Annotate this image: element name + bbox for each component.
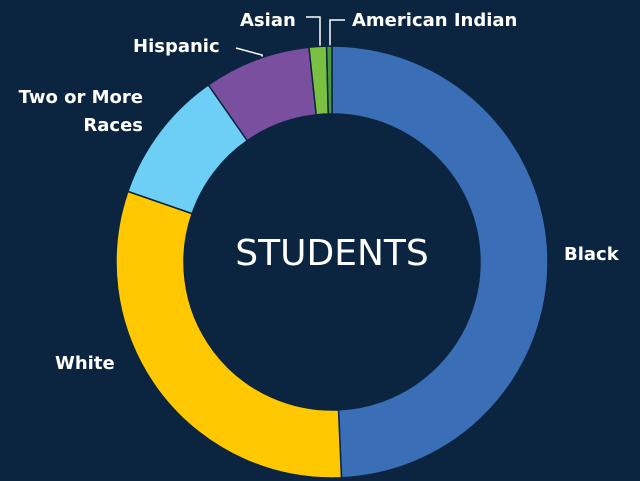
slice-label: American Indian	[352, 10, 518, 31]
slice-label: Black	[564, 244, 619, 265]
slice-label: Asian	[240, 10, 296, 31]
slice	[115, 190, 343, 479]
slice-label: Hispanic	[133, 36, 220, 57]
center-text: STUDENTS	[235, 233, 429, 274]
slice-label: White	[55, 353, 115, 374]
slice-label: Two or More Races	[18, 87, 143, 136]
slice	[325, 45, 333, 115]
slice	[331, 45, 549, 479]
